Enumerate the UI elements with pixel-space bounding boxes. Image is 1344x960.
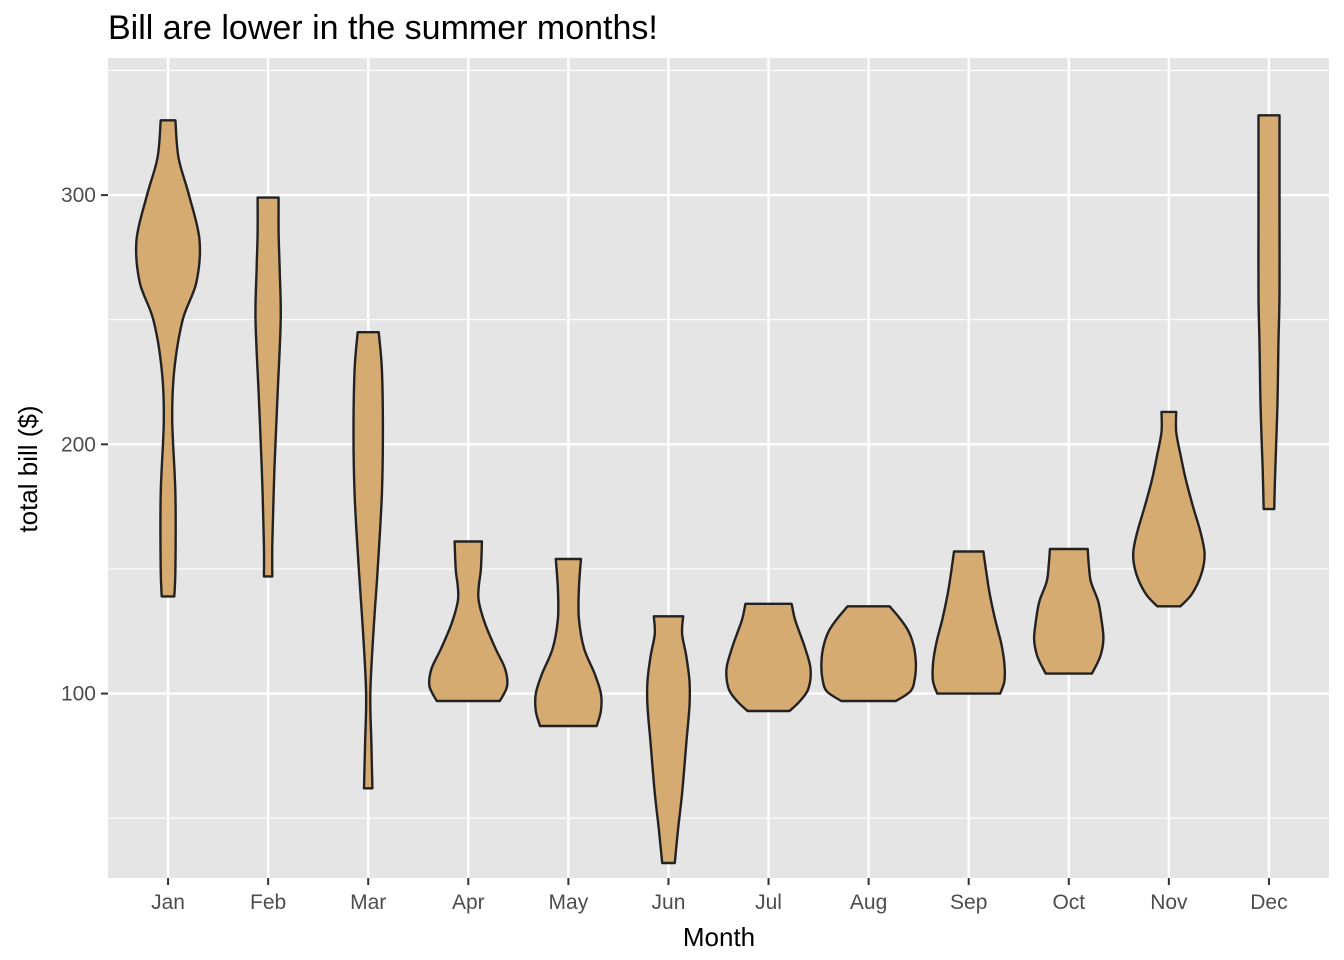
x-tick-label: May: [549, 891, 589, 914]
violin-sep: [931, 550, 1007, 695]
x-tick-label: Nov: [1150, 891, 1188, 914]
violin-feb: [254, 196, 282, 578]
x-tick-label: Jan: [151, 891, 185, 914]
plot-panel: [108, 58, 1329, 878]
x-tick-label: Jul: [755, 891, 782, 914]
chart-title: Bill are lower in the summer months!: [108, 9, 658, 47]
x-axis: Jan Feb Mar Apr May Jun Jul Aug Sep Oct Nov Dec: [151, 878, 1288, 914]
violin-dec: [1257, 114, 1281, 511]
x-tick-label: Sep: [950, 891, 987, 914]
violin-jun: [645, 615, 692, 865]
x-tick-label: Apr: [452, 891, 485, 914]
x-tick-label: Feb: [250, 891, 286, 914]
y-tick-label: 300: [61, 184, 96, 207]
violin-jan: [134, 119, 202, 598]
x-tick-label: Mar: [350, 891, 386, 914]
violins: [134, 114, 1281, 865]
violin-apr: [427, 540, 509, 703]
violin-oct: [1032, 547, 1105, 675]
x-axis-title: Month: [683, 922, 755, 952]
violin-jul: [725, 602, 812, 713]
x-tick-label: Jun: [652, 891, 686, 914]
minor-gridlines: [108, 69, 1329, 819]
violin-may: [533, 557, 603, 728]
violin-aug: [820, 605, 918, 703]
y-tick-label: 200: [61, 433, 96, 456]
y-axis: 100 200 300: [61, 184, 108, 706]
y-axis-title: total bill ($): [13, 405, 43, 532]
x-tick-label: Oct: [1052, 891, 1085, 914]
x-tick-label: Aug: [850, 891, 887, 914]
x-tick-label: Dec: [1250, 891, 1287, 914]
violin-nov: [1131, 410, 1206, 608]
y-tick-label: 100: [61, 683, 96, 706]
violin-mar: [352, 331, 385, 790]
